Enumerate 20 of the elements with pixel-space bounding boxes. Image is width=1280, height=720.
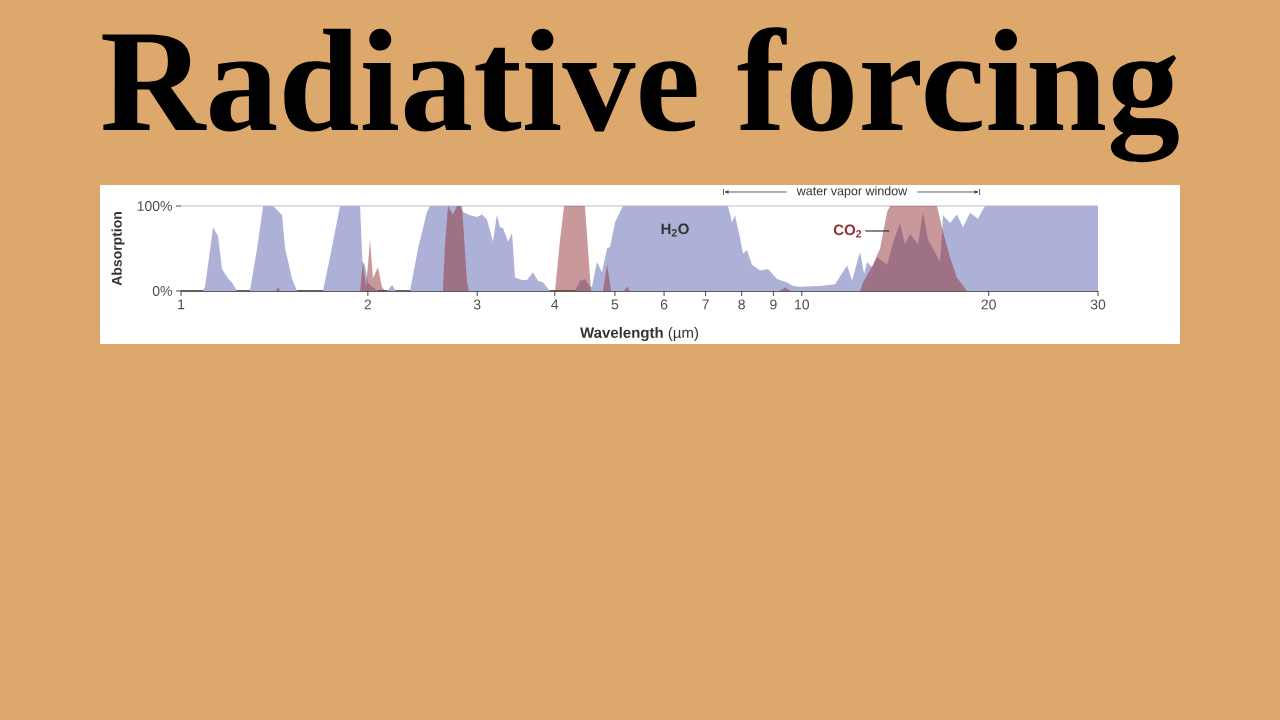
x-tick-label: 2: [364, 299, 372, 310]
y-tick-label: 100%: [137, 201, 172, 211]
x-tick-label: 3: [473, 299, 481, 310]
text: water vapor window: [796, 186, 908, 198]
y-tick-label: 0%: [152, 286, 172, 296]
series-label: CO$_{2}$: [833, 224, 862, 238]
x-tick-label: 5: [611, 299, 619, 310]
x-tick-label: 10: [795, 299, 810, 310]
x-tick-label: 6: [660, 299, 668, 310]
x-tick-label: 8: [738, 299, 745, 310]
x-tick-label: 9: [770, 299, 777, 310]
x-axis-title: Wavelength (µm): [580, 326, 699, 342]
x-tick-label: 20: [981, 299, 996, 310]
series-label: H$_{2}$O: [661, 223, 689, 237]
x-tick-label: 1: [178, 299, 185, 310]
x-tick-label: 30: [1090, 299, 1106, 310]
y-axis-title: Absorption: [111, 212, 125, 286]
x-tick-label: 4: [551, 299, 559, 310]
x-tick-label: 7: [702, 299, 709, 310]
chart-title: Radiative forcing: [102, 27, 1179, 163]
